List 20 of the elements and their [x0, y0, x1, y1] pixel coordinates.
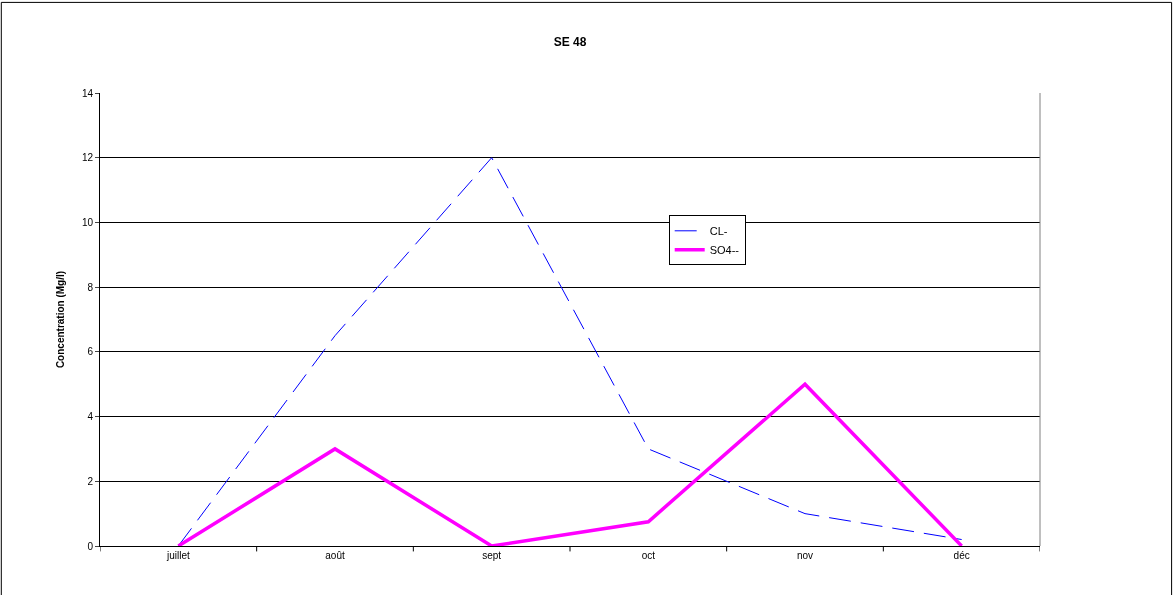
y-tick-label: 10: [81, 216, 94, 228]
y-tick-label: 4: [87, 411, 94, 423]
y-tick-label: 12: [81, 152, 94, 164]
x-tick-label: déc: [953, 550, 970, 561]
x-tick-label: juillet: [165, 550, 190, 561]
x-tick-label: nov: [796, 550, 814, 561]
line-series: [177, 157, 963, 546]
y-tick-label: 14: [81, 87, 94, 99]
y-tick-label: 6: [87, 346, 94, 358]
y-tick-label: 0: [87, 540, 94, 552]
x-tick-label: oct: [641, 550, 656, 561]
x-tick-label: août: [325, 550, 345, 561]
legend-label: CL-: [709, 225, 728, 238]
chart-title: SE 48: [553, 34, 587, 49]
x-tick-label: sept: [482, 550, 502, 561]
y-tick-label: 2: [87, 475, 94, 487]
y-tick-label: 8: [87, 281, 94, 293]
legend-label: SO4--: [709, 244, 740, 257]
y-axis-title: Concentration (Mg/l): [54, 270, 66, 369]
line-series: [176, 382, 964, 546]
